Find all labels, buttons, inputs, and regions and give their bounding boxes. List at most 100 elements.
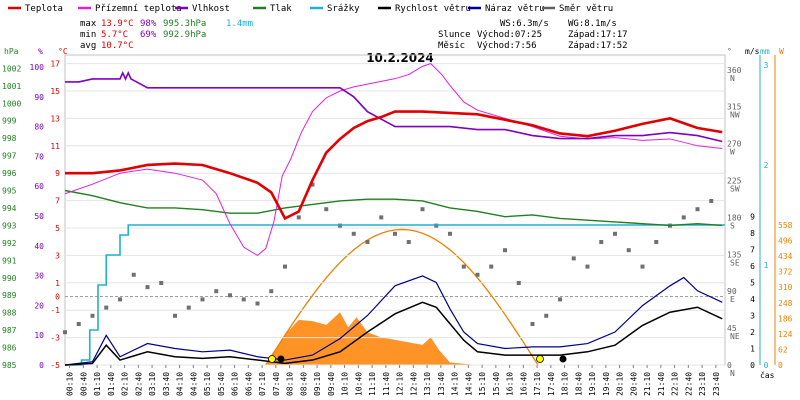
wind-dir-point (448, 231, 452, 236)
hpa-tick: 986 (2, 344, 17, 353)
temp-tick: 15 (50, 87, 60, 96)
temp-tick: -5 (50, 361, 60, 370)
time-tick: 08:10 (286, 372, 295, 396)
wind-dir-point (351, 231, 356, 236)
mm-tick: 2 (764, 161, 769, 170)
time-tick: 14:10 (451, 372, 460, 396)
ms-tick: 9 (750, 213, 755, 222)
time-tick: 16:40 (519, 372, 528, 396)
stat-avg-label: avg (80, 41, 96, 51)
time-tick: 09:40 (327, 372, 336, 396)
temp-tick: 3 (55, 251, 60, 260)
dir-tick: 0 (727, 361, 732, 370)
hpa-tick: 1000 (2, 99, 21, 108)
time-tick: 15:10 (478, 372, 487, 396)
hpa-unit: hPa (4, 47, 19, 56)
wm2-tick: 310 (778, 283, 793, 292)
mm-tick: 1 (764, 261, 769, 270)
dir-tick: 270 (727, 140, 742, 149)
time-tick: 04:40 (189, 372, 198, 396)
wind-dir-point (90, 313, 95, 318)
wind-dir-point (379, 215, 384, 220)
hpa-tick: 992 (2, 239, 17, 248)
dir-unit: ° (727, 47, 732, 56)
time-tick: 20:10 (616, 372, 625, 396)
time-tick: 17:40 (547, 372, 556, 396)
legend: Teplota Přízemní teplota Vlhkost Tlak Srážky… (8, 4, 613, 14)
wind-dir-point (269, 289, 274, 294)
wm2-tick: 496 (778, 237, 793, 246)
dir-tick: 315 (727, 103, 742, 112)
time-tick: 16:10 (506, 372, 515, 396)
sunset-marker (536, 355, 544, 363)
sun-set: Západ:17:17 (568, 30, 628, 40)
time-tick: 01:40 (107, 372, 116, 396)
temp-tick: -1 (50, 306, 60, 315)
time-tick: 10:40 (354, 372, 363, 396)
pct-unit: % (38, 47, 43, 56)
sun-rise: Východ:07:25 (477, 30, 542, 40)
stat-max-rain: 1.4mm (226, 19, 253, 29)
time-tick: 00:10 (66, 372, 75, 396)
dir-letter: E (730, 295, 735, 304)
pct-tick: 40 (34, 242, 44, 251)
dir-letter: NW (730, 111, 740, 120)
wind-dir-point (310, 182, 315, 187)
stat-min-hum: 69% (140, 30, 157, 40)
pct-tick: 50 (34, 212, 44, 221)
wm2-tick: 62 (778, 345, 788, 354)
wind-dir-point (406, 240, 411, 244)
time-tick: 03:10 (148, 372, 157, 396)
moon-label: Měsíc (438, 41, 465, 51)
pct-tick: 30 (34, 272, 44, 281)
humidity-line (65, 71, 723, 143)
ground-temp-line (64, 63, 723, 257)
wind-dir-point (599, 240, 604, 244)
wind-ws-text: WS:6.3m/s (500, 19, 549, 29)
time-tick: 00:40 (79, 372, 88, 396)
stat-max-label: max (80, 19, 97, 29)
wind-dir-point (613, 231, 617, 236)
pct-tick: 0 (39, 361, 44, 370)
dir-letter: SE (730, 258, 740, 267)
pct-tick: 100 (30, 63, 45, 72)
pct-tick: 60 (34, 182, 44, 191)
dir-letter: SW (730, 185, 740, 194)
legend-label: Teplota (25, 4, 63, 14)
wind-dir-point (516, 281, 521, 285)
time-tick: 07:10 (258, 372, 267, 396)
pct-tick: 90 (34, 93, 44, 102)
ms-tick: 5 (750, 279, 755, 288)
time-tick: 13:40 (437, 372, 446, 396)
sunrise-marker (268, 355, 276, 363)
time-tick: 01:10 (93, 372, 102, 396)
wind-dir-point (118, 297, 122, 302)
ms-tick: 6 (750, 262, 755, 271)
stat-min-label: min (80, 30, 96, 40)
hpa-tick: 999 (2, 117, 17, 126)
moonset-marker (559, 355, 567, 363)
wind-dir-point (475, 272, 480, 277)
legend-label: Směr větru (559, 4, 613, 14)
ms-tick: 8 (750, 229, 755, 238)
wind-dir-point (104, 305, 109, 310)
time-tick: 12:10 (396, 372, 405, 396)
wm2-tick: 434 (778, 252, 793, 261)
time-tick: 17:10 (533, 372, 542, 396)
dir-tick: 45 (727, 324, 737, 333)
ms-tick: 0 (750, 361, 755, 370)
wind-dir-point (159, 281, 164, 285)
time-tick: 22:10 (671, 372, 680, 396)
time-tick: 22:40 (684, 372, 693, 396)
time-tick: 15:40 (492, 372, 501, 396)
temp-tick: 11 (50, 142, 60, 151)
wm2-tick: 372 (778, 268, 793, 277)
hpa-tick: 991 (2, 256, 17, 265)
wind-dir-point (393, 231, 397, 236)
pct-tick: 10 (34, 331, 44, 340)
hpa-tick: 989 (2, 291, 17, 300)
wind-dir-point (640, 264, 645, 269)
time-tick: 19:10 (588, 372, 597, 396)
wm2-tick: 248 (778, 299, 793, 308)
series-layer (64, 63, 725, 366)
